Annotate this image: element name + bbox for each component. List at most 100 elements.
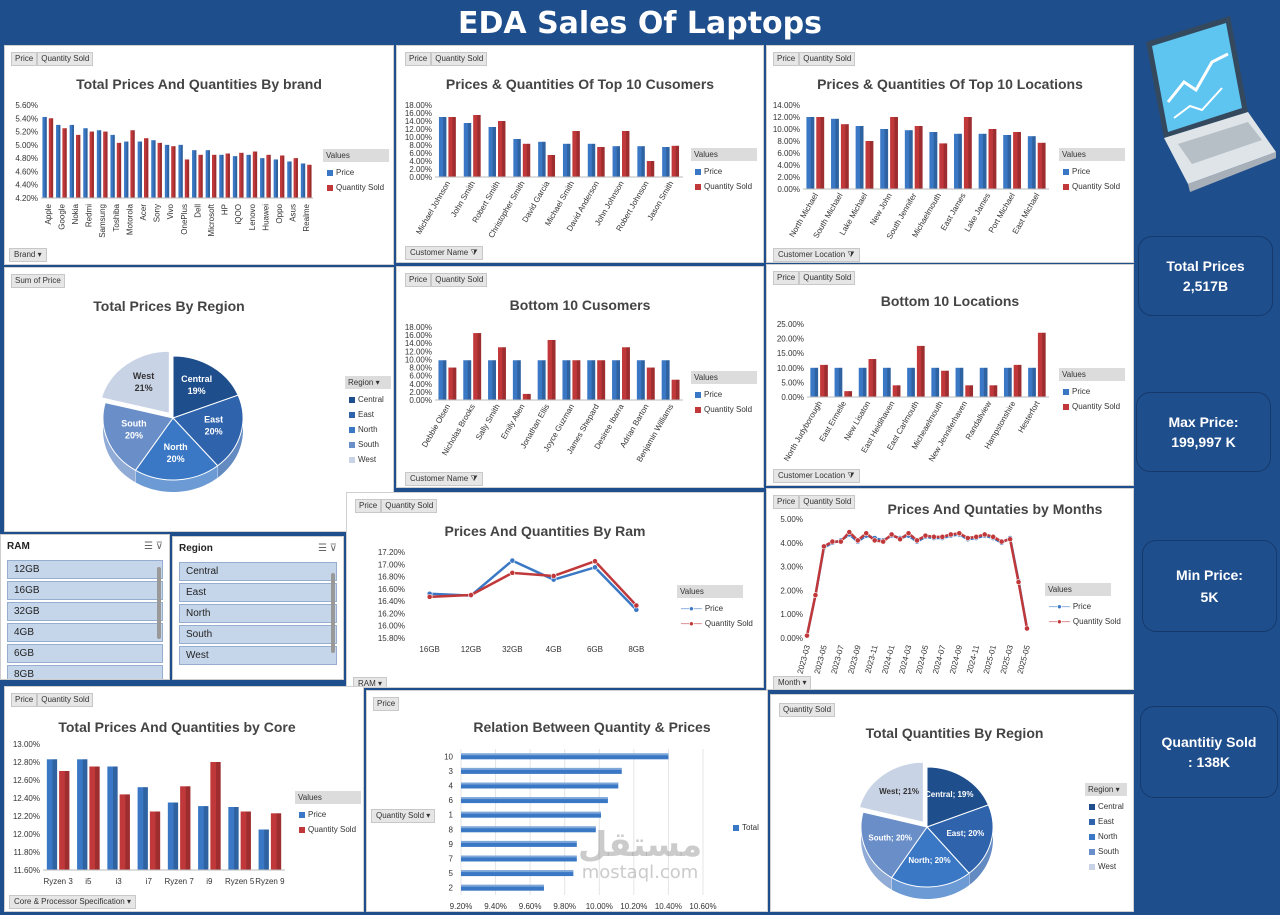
filter-qty-button[interactable]: Quantity Sold [37, 52, 94, 66]
filter-qty-button[interactable]: Quantity Sold [799, 52, 856, 66]
slicer-item[interactable]: 8GB [7, 665, 163, 679]
y-tick-label: 15.00% [777, 349, 804, 358]
customer-location-filter-button[interactable]: Customer Location ⧩ [773, 248, 860, 262]
multi-select-icon[interactable]: ☰ ⊽ [317, 543, 337, 554]
bar-shade [143, 787, 148, 870]
filter-price-button[interactable]: Price [373, 697, 400, 711]
y-tick-label: 10.00% [777, 364, 804, 373]
pie-slice [100, 350, 170, 414]
bar-shade [616, 146, 620, 177]
legend-swatch [349, 411, 355, 418]
slicer-item[interactable]: 16GB [7, 581, 163, 600]
legend-title-text: Region [1088, 785, 1114, 794]
scrollbar[interactable] [157, 567, 161, 639]
qty-point [829, 538, 836, 545]
legend-label: South [1098, 847, 1119, 856]
slicer-item[interactable]: 32GB [7, 602, 163, 621]
legend-swatch-qty [299, 826, 305, 833]
legend-title: Region ▾ [345, 376, 391, 389]
filter-price-button[interactable]: Price [11, 52, 38, 66]
price-bar [880, 129, 889, 189]
qty-point [880, 538, 887, 545]
filter-qty-button[interactable]: Quantity Sold [799, 495, 856, 509]
customer-location-filter-button[interactable]: Customer Location ⧩ [773, 469, 860, 483]
price-bar [77, 759, 88, 870]
slicer-title: Region [179, 543, 213, 554]
customer-name-filter-button[interactable]: Customer Name ⧩ [405, 472, 483, 486]
filter-qty-button[interactable]: Quantity Sold [779, 703, 836, 717]
y-tick-label: 18.00% [405, 101, 432, 110]
filter-sum-price-button[interactable]: Sum of Price [11, 274, 65, 288]
bar-shade [1017, 364, 1022, 397]
qty-bar [1013, 364, 1022, 397]
quantity-sold-filter-button[interactable]: Quantity Sold ▾ [371, 809, 436, 823]
qty-bar [149, 811, 161, 870]
qty-bar [890, 117, 898, 189]
qty-point [550, 573, 557, 579]
legend-item: North [349, 425, 391, 434]
filter-price-button[interactable]: Price [773, 271, 800, 285]
filter-qty-button[interactable]: Quantity Sold [381, 499, 438, 513]
bar-shade [845, 124, 849, 189]
price-bar [205, 150, 210, 198]
filter-qty-button[interactable]: Quantity Sold [799, 271, 856, 285]
slicer-item[interactable]: 6GB [7, 644, 163, 663]
bar-shade [894, 117, 898, 189]
slicer-item[interactable]: 4GB [7, 623, 163, 642]
filter-price-button[interactable]: Price [355, 499, 382, 513]
bar-shade [551, 155, 556, 177]
slicer-item[interactable]: North [179, 604, 337, 623]
slicer-item[interactable]: East [179, 583, 337, 602]
laptop-illustration [1146, 16, 1276, 192]
x-tick-label: 2024-09 [948, 644, 964, 675]
brand-chart: 4.20% 4.40% 4.60% 4.80% 5.00% 5.20% 5.40% 5.60%… [15, 101, 313, 238]
price-bar [1003, 135, 1012, 189]
price-bar [198, 806, 209, 870]
watermark: مستقل mostaql.com [560, 828, 720, 884]
qty-point [821, 543, 827, 550]
legend-price: Price [704, 604, 724, 613]
filter-price-button[interactable]: Price [405, 273, 432, 287]
price-bar [955, 367, 964, 397]
slicer-item[interactable]: 12GB [7, 560, 163, 579]
x-tick-label: Ryzen 3 [43, 877, 73, 886]
filter-qty-button[interactable]: Quantity Sold [431, 52, 488, 66]
price-bar [42, 116, 47, 198]
y-tick-label: 13.00% [13, 740, 40, 749]
multi-select-icon[interactable]: ☰ ⊽ [143, 541, 163, 552]
bar-shade [887, 367, 891, 397]
month-filter-button[interactable]: Month ▾ [773, 676, 812, 689]
bottom-customers-panel: Price Quantity Sold Bottom 10 Cusomers 0.… [396, 266, 764, 488]
slicer-item[interactable]: Central [179, 562, 337, 581]
y-tick-label: 5.00% [781, 378, 804, 387]
pie-slice [926, 804, 994, 874]
scrollbar[interactable] [331, 573, 335, 653]
filter-price-button[interactable]: Price [405, 52, 432, 66]
filter-price-button[interactable]: Price [773, 52, 800, 66]
brand-axis-button[interactable]: Brand ▾ [9, 248, 47, 262]
filter-qty-button[interactable]: Quantity Sold [431, 273, 488, 287]
ram-filter-button[interactable]: RAM ▾ [353, 677, 388, 687]
price-bar [612, 360, 620, 400]
y-tick-label: 2.00% [777, 173, 800, 182]
filter-price-button[interactable]: Price [773, 495, 800, 509]
bar-shade [992, 129, 997, 189]
legend-title-text: Region [348, 378, 374, 387]
bar-shade [666, 360, 670, 400]
chart-title: Total Prices And Quantities By brand [76, 76, 322, 92]
slicer-item[interactable]: West [179, 646, 337, 665]
bar-shade [502, 121, 506, 177]
slicer-item[interactable]: South [179, 625, 337, 644]
qty-point [914, 537, 920, 544]
y-tick-label: 5.60% [15, 101, 38, 110]
customer-name-filter-button[interactable]: Customer Name ⧩ [405, 246, 483, 260]
relation-chart: 9.20% 9.40% 9.60% 9.80% 10.00% 10.20% 10.40% 10… [444, 749, 717, 911]
filter-qty-button[interactable]: Quantity Sold [37, 693, 94, 707]
pie-data-label: East; 20% [946, 829, 984, 838]
filter-price-button[interactable]: Price [11, 693, 38, 707]
core-filter-button[interactable]: Core & Processor Specification ▾ [9, 895, 136, 909]
legend-label: East [358, 410, 375, 419]
qty-line [429, 559, 638, 607]
pie-data-label: 20% [167, 454, 185, 464]
bar-shade [626, 131, 630, 177]
